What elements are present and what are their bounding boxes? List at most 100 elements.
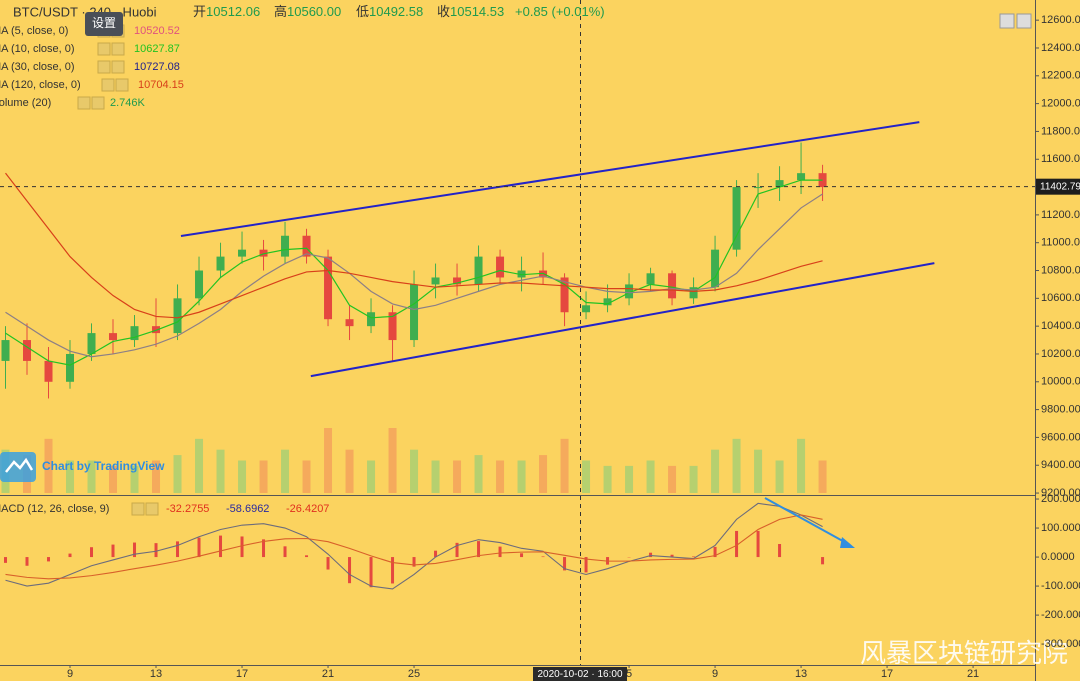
volume-bar [560, 438, 569, 493]
tooltip [85, 12, 123, 36]
candle-body [324, 256, 333, 320]
volume-bar [711, 449, 720, 493]
indicator-name: MA (5, close, 0) [0, 25, 68, 37]
watermark: 风暴区块链研究院 [860, 638, 1068, 668]
ohlc-value: 10512.06 [206, 4, 260, 19]
candle-body [238, 249, 247, 257]
candle-body [582, 305, 591, 313]
macd-histogram-bar [219, 535, 223, 558]
ohlc-readout: 低10492.58 [356, 4, 423, 19]
y-tick-label: 0.0000 [1041, 551, 1075, 563]
last-price-box [1036, 178, 1080, 195]
ohlc-readout: 开10512.06 [193, 4, 260, 19]
volume-bar [238, 460, 247, 493]
macd-histogram-bar [326, 557, 330, 570]
volume-bar [431, 460, 440, 493]
volume-bar [646, 460, 655, 493]
indicator-value: 10627.87 [134, 43, 180, 55]
close-button[interactable] [115, 78, 129, 92]
indicator-value: 10704.15 [138, 79, 184, 91]
close-button[interactable] [111, 42, 125, 56]
indicator-value: 2.746K [110, 97, 146, 109]
candle-body [453, 277, 462, 285]
ohlc-readout: +0.85 (+0.01%) [515, 4, 605, 19]
y-tick-label: 10000.00 [1041, 376, 1080, 388]
macd-histogram-bar [563, 557, 567, 571]
window-button[interactable] [999, 13, 1015, 29]
candle-body [496, 256, 505, 278]
volume-bar [539, 455, 548, 493]
volume-bar [152, 460, 161, 493]
candle-body [109, 333, 118, 341]
macd-histogram-bar [4, 557, 8, 563]
settings-button[interactable] [97, 60, 111, 74]
y-tick-label: 9600.00 [1041, 431, 1080, 443]
volume-bar [109, 465, 118, 493]
indicator-value: 10520.52 [134, 25, 180, 37]
macd-line [5, 514, 823, 580]
volume-bar [410, 449, 419, 493]
window-button[interactable] [1016, 13, 1032, 29]
macd-histogram-bar [240, 536, 244, 558]
macd-histogram-bar [154, 543, 158, 558]
settings-button[interactable] [97, 42, 111, 56]
macd-histogram-bar [348, 557, 352, 584]
ohlc-value: 10492.58 [369, 4, 423, 19]
y-tick-label: 10800.00 [1041, 264, 1080, 276]
settings-button[interactable] [77, 96, 91, 110]
macd-histogram-bar [25, 557, 29, 566]
macd-line [5, 502, 823, 590]
volume-bar [216, 449, 225, 493]
x-tick-label: 9 [712, 668, 718, 680]
y-tick-label: -300.0000 [1041, 638, 1080, 650]
candle-body [130, 326, 139, 341]
candle-body [431, 277, 440, 285]
macd-histogram-bar [692, 556, 696, 558]
x-tick-label: 17 [881, 668, 893, 680]
x-tick-label: 9 [67, 668, 73, 680]
y-tick-label: 200.0000 [1041, 493, 1080, 505]
indicator-name: MA (10, close, 0) [0, 43, 75, 55]
x-tick-label: 25 [408, 668, 420, 680]
macd-histogram-bar [262, 539, 266, 558]
tooltip-text: 设置 [92, 16, 116, 30]
macd-histogram-bar [584, 557, 588, 573]
y-tick-label: 12200.00 [1041, 70, 1080, 82]
ohlc-value: 10514.53 [450, 4, 504, 19]
arrow-head [840, 537, 855, 548]
macd-histogram-bar [111, 544, 115, 558]
volume-bar [668, 465, 677, 493]
volume-bar [582, 460, 591, 493]
last-price-label: 11402.79 [1040, 181, 1080, 192]
trend-line [310, 262, 935, 378]
candle-body [539, 270, 548, 278]
candle-body [195, 270, 204, 299]
x-tick-label: 17 [236, 668, 248, 680]
indicator-value: 10727.08 [134, 61, 180, 73]
macd-histogram-bar [498, 546, 502, 558]
settings-button[interactable] [101, 78, 115, 92]
candle-body [625, 284, 634, 299]
candle-body [689, 287, 698, 299]
macd-histogram-bar [670, 554, 674, 558]
crosshair-label-text: 2020-10-02 · 16:00 [537, 669, 623, 680]
candle-body [302, 235, 311, 257]
x-tick-label: 13 [795, 668, 807, 680]
x-tick-label: 21 [322, 668, 334, 680]
volume-bar [388, 428, 397, 493]
y-tick-label: 11200.00 [1041, 209, 1080, 221]
close-button[interactable] [111, 60, 125, 74]
candle-body [23, 340, 32, 361]
y-tick-label: 11600.00 [1041, 153, 1080, 165]
settings-button[interactable] [131, 502, 145, 516]
candle-body [66, 353, 75, 382]
macd-readout: -58.6962 [226, 503, 269, 515]
y-tick-label: 12400.00 [1041, 42, 1080, 54]
volume-bar [195, 438, 204, 493]
volume-bar [281, 449, 290, 493]
close-button[interactable] [91, 96, 105, 110]
volume-bar [775, 460, 784, 493]
close-button[interactable] [145, 502, 159, 516]
